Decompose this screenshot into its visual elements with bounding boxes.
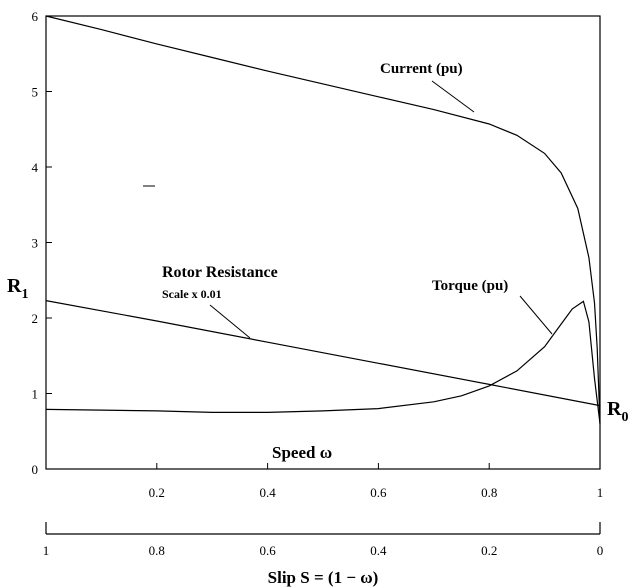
slip-tick-label: 0 (597, 543, 604, 558)
rotor-scale-label: Scale x 0.01 (162, 287, 222, 301)
torque-leader-line (519, 295, 553, 335)
series-curves (45, 15, 601, 424)
slip-tick-label: 0.2 (481, 543, 497, 558)
y-tick-label: 2 (32, 311, 39, 326)
torque-curve (45, 300, 601, 424)
x-tick-label: 0.6 (370, 485, 387, 500)
speed-axis-label: Speed ω (272, 443, 332, 462)
y-tick-label: 5 (32, 85, 39, 100)
slip-tick-label: 0.6 (259, 543, 276, 558)
x-tick-label: 0.4 (259, 485, 276, 500)
x-tick-label: 1 (597, 485, 604, 500)
y-tick-label: 6 (32, 9, 39, 24)
x-axis-ticks: 0.2 0.4 0.6 0.8 1 (149, 463, 604, 500)
x-tick-label: 0.8 (481, 485, 497, 500)
y-tick-label: 3 (32, 236, 39, 251)
slip-tick-label: 0.4 (370, 543, 387, 558)
slip-tick-label: 1 (43, 543, 50, 558)
y-tick-label: 4 (32, 160, 39, 175)
slip-axis-label: Slip S = (1 − ω) (268, 568, 379, 587)
current-label: Current (pu) (380, 61, 463, 77)
torque-label: Torque (pu) (432, 278, 508, 294)
rotor-leader-line (209, 304, 251, 339)
r0-label: R0 (607, 398, 628, 425)
slip-axis-ticks: 1 0.8 0.6 0.4 0.2 0 (43, 522, 604, 558)
current-curve (45, 15, 601, 424)
current-leader-line (431, 80, 475, 113)
y-axis-ticks: 0 1 2 3 4 5 6 (32, 9, 52, 477)
slip-tick-label: 0.8 (149, 543, 165, 558)
r1-label: R1 (7, 275, 28, 302)
y-tick-label: 0 (32, 462, 39, 477)
y-tick-label: 1 (32, 387, 39, 402)
rotor-resistance-label: Rotor Resistance (162, 264, 278, 281)
rotor-resistance-curve (45, 300, 601, 407)
x-tick-label: 0.2 (149, 485, 165, 500)
